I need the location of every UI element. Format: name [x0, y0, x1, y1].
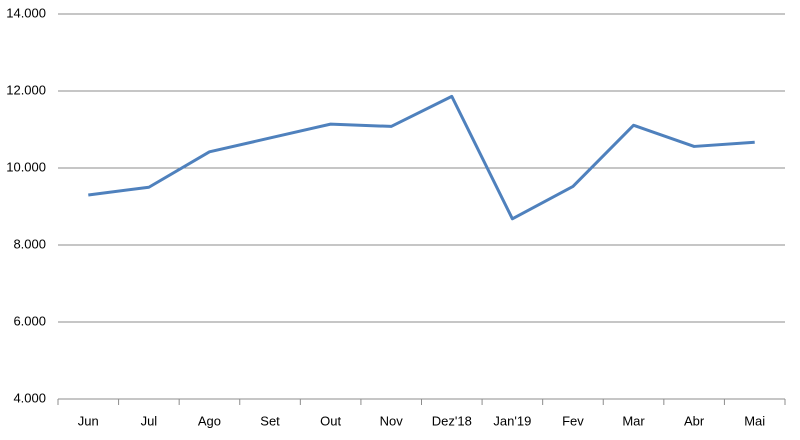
x-tick-label: Mar	[622, 413, 645, 428]
y-tick-label: 6.000	[13, 313, 46, 328]
y-tick-label: 14.000	[6, 5, 46, 20]
x-tick-label: Abr	[684, 413, 705, 428]
y-tick-label: 8.000	[13, 236, 46, 251]
x-tick-label: Mai	[744, 413, 765, 428]
x-tick-label: Jul	[141, 413, 158, 428]
x-tick-label: Out	[320, 413, 341, 428]
y-tick-label: 12.000	[6, 82, 46, 97]
x-tick-label: Jan'19	[493, 413, 531, 428]
x-tick-label: Set	[260, 413, 280, 428]
x-tick-label: Fev	[562, 413, 584, 428]
y-tick-label: 4.000	[13, 390, 46, 405]
x-tick-label: Ago	[198, 413, 221, 428]
x-tick-label: Dez'18	[432, 413, 472, 428]
x-tick-label: Nov	[380, 413, 404, 428]
x-tick-label: Jun	[78, 413, 99, 428]
series-line	[88, 94, 755, 221]
y-tick-label: 10.000	[6, 159, 46, 174]
